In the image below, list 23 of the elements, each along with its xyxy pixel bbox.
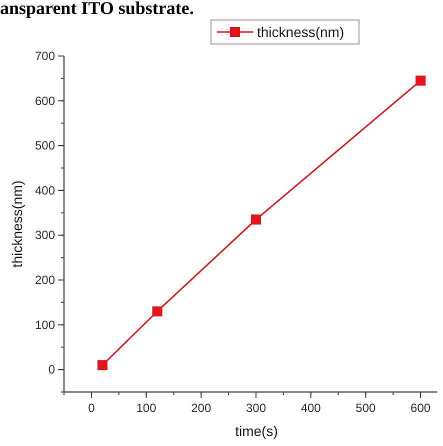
y-tick-label: 0 (48, 362, 56, 377)
x-tick-label: 300 (246, 401, 266, 415)
y-tick-label: 200 (34, 273, 56, 287)
x-tick-label: 600 (410, 401, 431, 415)
y-tick-label: 100 (34, 318, 56, 332)
point (250, 214, 261, 225)
x-tick-label: 200 (191, 401, 212, 415)
x-tick-label: 100 (136, 401, 157, 415)
y-tick-label: 700 (34, 49, 56, 63)
point (97, 360, 108, 370)
x-tick-label: 0 (88, 401, 96, 415)
y-tick-label: 300 (34, 228, 56, 242)
y-axis-title: thickness(nm) (9, 180, 25, 268)
y-tick-label: 500 (34, 138, 56, 153)
x-axis-title: time(s) (235, 423, 278, 439)
x-tick-label: 500 (356, 401, 376, 415)
point (416, 76, 426, 86)
legend-label: thickness(nm) (257, 24, 344, 40)
y-tick-label: 400 (34, 183, 56, 198)
text: ansparent ITO substrate. (0, 0, 194, 18)
point (152, 306, 162, 316)
x-tick-label: 400 (300, 401, 322, 415)
y-tick-label: 600 (34, 94, 56, 108)
